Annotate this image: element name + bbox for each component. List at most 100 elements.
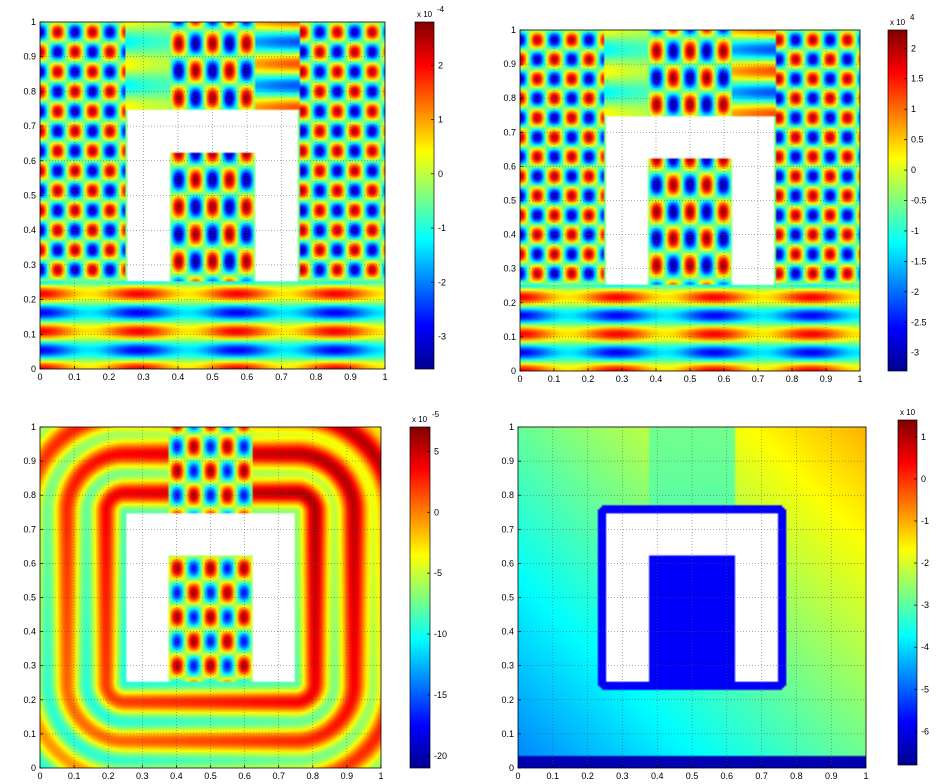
colorbar-tick-label: -15 [434,690,447,700]
colorbar-gradient [897,419,918,766]
y-tick-label: 0.4 [23,627,36,637]
y-tick-label: 0.9 [503,59,516,69]
y-tick-label: 0.2 [23,295,36,305]
x-tick-label: 0.9 [825,771,838,781]
y-tick-label: 0 [31,364,36,374]
x-tick-label: 0.8 [310,372,323,382]
x-tick-label: 0.8 [786,374,799,384]
heatmap-field [520,30,860,371]
colorbar-tick-label: 0 [921,474,926,484]
x-tick-label: 0.7 [755,771,768,781]
y-tick-label: 0.6 [501,558,514,568]
colorbar-tick-label: 0 [434,507,439,517]
colorbar-exponent-power: -5 [432,410,440,419]
colorbar-tick-label: -6 [921,726,929,736]
x-tick-label: 0.2 [102,771,115,781]
y-tick-label: 0.5 [503,196,516,206]
y-tick-label: 1 [511,25,516,35]
y-tick-label: 0.1 [503,332,516,342]
y-tick-label: 0 [511,366,516,376]
colorbar: 2 1.5 1 0.5 0 -0.5 -1 -1.5 -2 -2.5 -3 x 10 4 [887,13,927,372]
y-tick-label: 1 [31,17,36,27]
y-tick-label: 0.1 [23,329,36,339]
x-tick-label: 0.2 [581,771,594,781]
x-tick-label: 0.1 [547,771,560,781]
x-tick-label: 0.8 [307,771,320,781]
y-tick-label: 0.8 [501,490,514,500]
colorbar-tick-label: 1 [438,115,443,125]
x-tick-label: 0.8 [790,771,803,781]
x-tick-label: 0.3 [136,771,149,781]
x-tick-label: 0.1 [68,771,81,781]
x-tick-label: 1 [863,771,868,781]
x-tick-label: 0.4 [170,771,183,781]
x-tick-label: 0.7 [275,372,288,382]
colorbar-tick-label: -0.5 [911,196,927,206]
y-tick-label: 0.7 [23,524,36,534]
y-tick-label: 0.2 [501,695,514,705]
y-tick-label: 1 [509,422,514,432]
chart-panel-3: 0 0.1 0.2 0.3 0.4 0.5 0.6 0.7 0.8 0.9 1 0 0.1 0.2 0.3 0… [23,410,447,781]
x-tick-label: 0.9 [344,372,357,382]
colorbar-tick-label: -1 [921,516,929,526]
y-tick-label: 0.4 [503,230,516,240]
colorbar-exponent-label: x 10 [900,408,916,417]
colorbar-exponent-label: x 10 [412,415,428,424]
colorbar-tick-label: -20 [434,751,447,761]
x-tick-label: 0.6 [721,771,734,781]
y-tick-label: 0.5 [23,593,36,603]
y-tick-label: 0.5 [23,191,36,201]
x-tick-label: 1 [857,374,862,384]
colorbar-tick-label: -5 [434,568,442,578]
colorbar-exponent-power: -4 [437,5,445,14]
x-tick-label: 0.4 [172,372,185,382]
x-tick-label: 0.9 [341,771,354,781]
colorbar-tick-label: -3 [438,331,446,341]
x-tick-label: 1 [382,372,387,382]
colorbar-tick-label: -1.5 [911,256,927,266]
colorbar-gradient [414,21,435,370]
y-tick-label: 0.7 [23,121,36,131]
x-tick-label: 0.4 [651,771,664,781]
x-tick-label: 0.2 [103,372,116,382]
colorbar: 5 0 -5 -10 -15 -20 x 10 -5 [409,410,447,769]
chart-panel-2: 0 0.1 0.2 0.3 0.4 0.5 0.6 0.7 0.8 0.9 1 0 0.1 0.2 0.3 0… [503,13,926,384]
colorbar-gradient [409,426,431,769]
x-tick-label: 0 [37,771,42,781]
y-tick-label: 0.8 [23,490,36,500]
y-tick-label: 0 [31,763,36,773]
y-tick-label: 0.9 [23,456,36,466]
colorbar-tick-label: 1 [911,104,916,114]
y-tick-label: 0.1 [23,729,36,739]
y-tick-label: 0.6 [23,156,36,166]
y-tick-label: 0.8 [503,93,516,103]
x-tick-label: 0.6 [718,374,731,384]
x-tick-label: 0.6 [241,372,254,382]
x-tick-label: 0.5 [206,372,219,382]
heatmap-field [40,427,381,768]
x-tick-label: 0.4 [650,374,663,384]
colorbar-tick-label: 1.5 [911,74,924,84]
x-tick-label: 0.7 [752,374,765,384]
y-tick-label: 1 [31,422,36,432]
y-tick-label: 0.8 [23,86,36,96]
y-tick-label: 0 [509,763,514,773]
colorbar-exponent-power: 4 [910,13,915,22]
colorbar-exponent-label: x 10 [890,18,906,27]
colorbar-tick-label: 0.5 [911,135,924,145]
y-tick-label: 0.7 [503,127,516,137]
colorbar: 1 0 -1 -2 -3 -4 -5 -6 x 10 [897,408,929,766]
x-tick-label: 0.5 [204,771,217,781]
colorbar: 2 1 0 -1 -2 -3 x 10 -4 [414,5,446,370]
y-tick-label: 0.3 [23,260,36,270]
colorbar-tick-label: -1 [438,223,446,233]
x-tick-label: 0.7 [272,771,285,781]
colorbar-tick-label: -5 [921,684,929,694]
colorbar-tick-label: -2 [438,277,446,287]
chart-panel-4: 0 0.1 0.2 0.3 0.4 0.5 0.6 0.7 0.8 0.9 1 0 0.1 0.2 0.3 0… [501,408,929,781]
colorbar-tick-label: -2.5 [911,317,927,327]
colorbar-tick-label: 2 [911,43,916,53]
colorbar-exponent-label: x 10 [417,10,433,19]
x-tick-label: 0 [515,771,520,781]
colorbar-tick-label: 0 [438,169,443,179]
